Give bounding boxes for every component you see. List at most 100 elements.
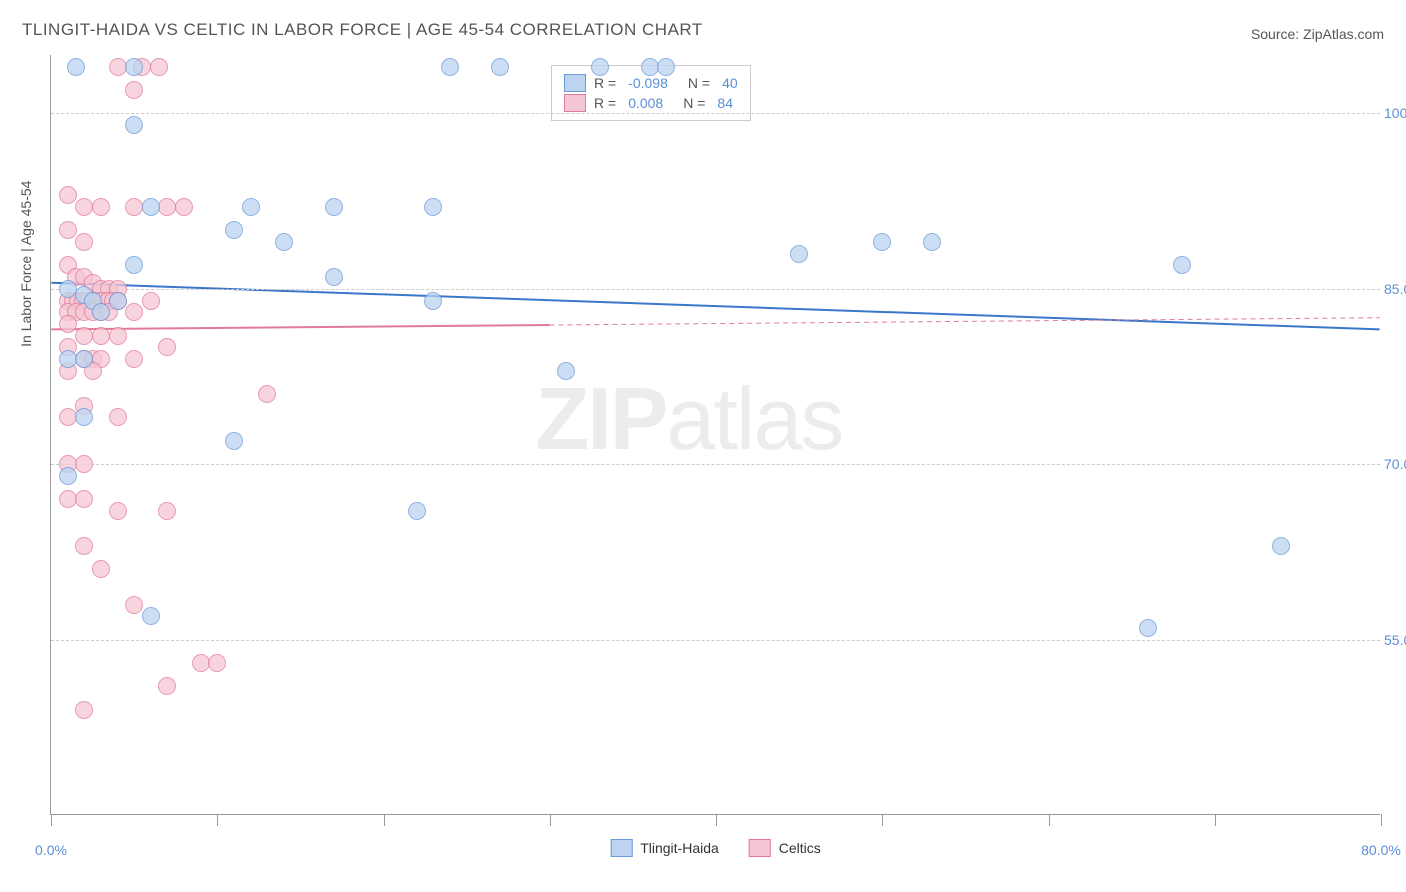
- x-tick: [550, 814, 551, 826]
- legend-item: Tlingit-Haida: [610, 839, 719, 857]
- data-point: [59, 490, 77, 508]
- data-point: [67, 58, 85, 76]
- data-point: [325, 268, 343, 286]
- y-axis-label: In Labor Force | Age 45-54: [18, 181, 34, 347]
- gridline-horizontal: [51, 289, 1380, 290]
- data-point: [258, 385, 276, 403]
- x-tick: [51, 814, 52, 826]
- data-point: [75, 408, 93, 426]
- data-point: [92, 198, 110, 216]
- data-point: [142, 198, 160, 216]
- data-point: [158, 677, 176, 695]
- x-tick: [882, 814, 883, 826]
- trend-line-solid: [51, 325, 549, 329]
- data-point: [657, 58, 675, 76]
- gridline-horizontal: [51, 640, 1380, 641]
- data-point: [75, 198, 93, 216]
- legend-swatch: [749, 839, 771, 857]
- data-point: [125, 198, 143, 216]
- data-point: [142, 292, 160, 310]
- legend-row: R =-0.098N =40: [564, 74, 738, 92]
- data-point: [125, 58, 143, 76]
- data-point: [59, 186, 77, 204]
- data-point: [158, 338, 176, 356]
- data-point: [92, 303, 110, 321]
- data-point: [92, 560, 110, 578]
- y-tick-label: 100.0%: [1384, 105, 1406, 121]
- data-point: [125, 303, 143, 321]
- data-point: [75, 537, 93, 555]
- legend-item: Celtics: [749, 839, 821, 857]
- x-tick: [217, 814, 218, 826]
- data-point: [92, 327, 110, 345]
- chart-title: TLINGIT-HAIDA VS CELTIC IN LABOR FORCE |…: [22, 20, 703, 40]
- data-point: [75, 350, 93, 368]
- data-point: [59, 315, 77, 333]
- legend-label: Tlingit-Haida: [640, 840, 719, 856]
- data-point: [557, 362, 575, 380]
- data-point: [75, 455, 93, 473]
- data-point: [59, 221, 77, 239]
- legend-swatch: [564, 74, 586, 92]
- data-point: [109, 292, 127, 310]
- source-attribution: Source: ZipAtlas.com: [1251, 26, 1384, 42]
- x-tick: [384, 814, 385, 826]
- data-point: [923, 233, 941, 251]
- gridline-horizontal: [51, 464, 1380, 465]
- data-point: [75, 327, 93, 345]
- legend-r-value: -0.098: [628, 75, 668, 91]
- data-point: [175, 198, 193, 216]
- data-point: [242, 198, 260, 216]
- legend-swatch: [564, 94, 586, 112]
- data-point: [1272, 537, 1290, 555]
- data-point: [325, 198, 343, 216]
- data-point: [424, 292, 442, 310]
- data-point: [225, 432, 243, 450]
- data-point: [125, 350, 143, 368]
- legend-swatch: [610, 839, 632, 857]
- data-point: [441, 58, 459, 76]
- y-tick-label: 85.0%: [1384, 281, 1406, 297]
- data-point: [125, 116, 143, 134]
- trend-line-dashed: [549, 318, 1379, 325]
- legend-series: Tlingit-Haida Celtics: [610, 839, 821, 857]
- trend-lines: [51, 55, 1380, 814]
- legend-row: R = 0.008 N = 84: [564, 94, 738, 112]
- data-point: [408, 502, 426, 520]
- data-point: [109, 58, 127, 76]
- legend-r-label: R =: [594, 75, 616, 91]
- data-point: [142, 607, 160, 625]
- data-point: [150, 58, 168, 76]
- data-point: [158, 198, 176, 216]
- data-point: [75, 233, 93, 251]
- y-tick-label: 70.0%: [1384, 456, 1406, 472]
- data-point: [491, 58, 509, 76]
- legend-n-value: 84: [717, 95, 733, 111]
- data-point: [641, 58, 659, 76]
- x-tick-label: 80.0%: [1361, 842, 1401, 858]
- data-point: [59, 350, 77, 368]
- data-point: [125, 81, 143, 99]
- data-point: [424, 198, 442, 216]
- legend-n-label: N =: [683, 95, 705, 111]
- data-point: [1139, 619, 1157, 637]
- data-point: [192, 654, 210, 672]
- data-point: [59, 467, 77, 485]
- data-point: [59, 280, 77, 298]
- legend-r-label: R =: [594, 95, 616, 111]
- data-point: [125, 596, 143, 614]
- legend-n-label: N =: [688, 75, 710, 91]
- x-tick-label: 0.0%: [35, 842, 67, 858]
- data-point: [109, 327, 127, 345]
- data-point: [225, 221, 243, 239]
- data-point: [873, 233, 891, 251]
- data-point: [109, 408, 127, 426]
- x-tick: [1049, 814, 1050, 826]
- data-point: [125, 256, 143, 274]
- x-tick: [1381, 814, 1382, 826]
- x-tick: [716, 814, 717, 826]
- legend-label: Celtics: [779, 840, 821, 856]
- legend-r-value: 0.008: [628, 95, 663, 111]
- data-point: [1173, 256, 1191, 274]
- data-point: [158, 502, 176, 520]
